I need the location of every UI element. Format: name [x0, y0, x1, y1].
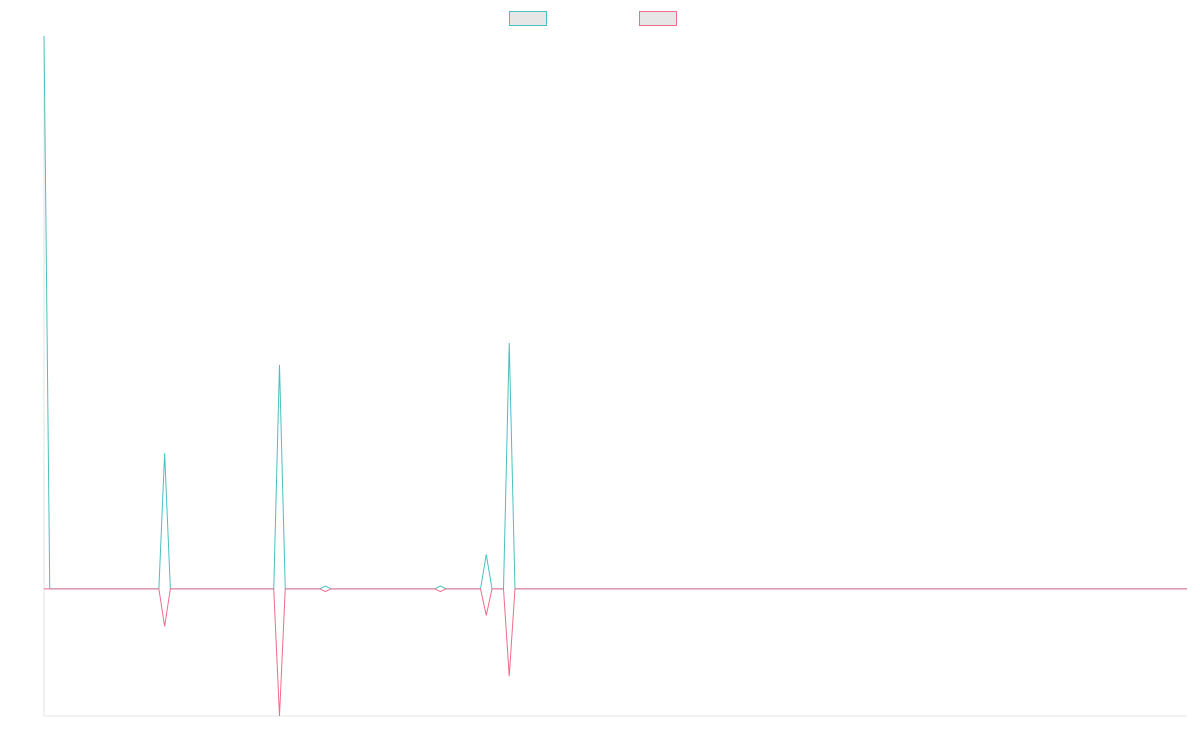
series-line-2	[44, 588, 1187, 717]
legend-swatch-series-2	[639, 10, 677, 26]
axes	[43, 36, 1187, 717]
series-layer	[43, 35, 1187, 717]
series-line-1	[43, 35, 1187, 590]
legend-swatch-series-1	[509, 10, 547, 26]
legend	[0, 9, 1193, 27]
legend-item-series-1[interactable]	[509, 9, 547, 27]
legend-item-series-2[interactable]	[639, 9, 677, 27]
